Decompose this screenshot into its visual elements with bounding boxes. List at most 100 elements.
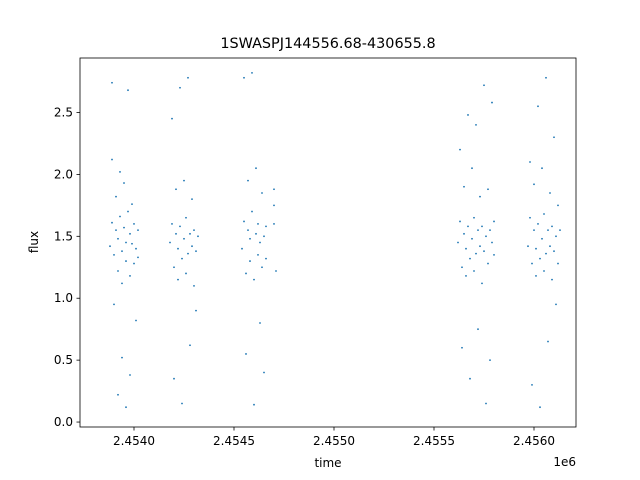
data-point: [179, 86, 181, 89]
data-point: [175, 232, 177, 235]
data-point: [553, 250, 555, 253]
data-point: [265, 225, 267, 228]
data-point: [489, 229, 491, 232]
data-point: [527, 245, 529, 248]
plot-area-frame: [79, 57, 577, 428]
data-point: [557, 204, 559, 207]
data-point: [111, 221, 113, 224]
data-point: [113, 303, 115, 306]
x-axis-ticks: 2.4540 2.4545 2.4550 2.4555 2.4560: [113, 427, 555, 448]
data-point: [557, 262, 559, 265]
data-point: [191, 245, 193, 248]
data-point: [193, 229, 195, 232]
y-tick-label: 1.0: [54, 291, 73, 305]
data-point: [187, 76, 189, 79]
data-point: [197, 235, 199, 238]
data-point: [485, 402, 487, 405]
data-point: [135, 319, 137, 322]
data-point: [249, 260, 251, 262]
data-point: [125, 260, 127, 262]
data-point: [187, 252, 189, 255]
data-point: [169, 241, 171, 244]
data-point: [253, 403, 255, 406]
data-point: [189, 344, 191, 347]
y-tick-label: 2.5: [54, 105, 73, 119]
chart-title: 1SWASPJ144556.68-430655.8: [220, 36, 435, 52]
data-point: [245, 272, 247, 275]
data-point: [191, 198, 193, 201]
data-point: [461, 346, 463, 349]
data-point: [257, 253, 259, 256]
y-tick-label: 0.5: [54, 353, 73, 367]
data-point: [119, 171, 121, 173]
data-point: [251, 71, 253, 74]
data-point: [463, 185, 465, 188]
data-point: [491, 241, 493, 244]
data-point: [111, 81, 113, 84]
data-point: [551, 278, 553, 281]
data-point: [183, 237, 185, 240]
data-point: [493, 220, 495, 223]
data-point: [485, 235, 487, 238]
y-tick-label: 0.0: [54, 415, 73, 429]
data-point: [171, 223, 173, 225]
data-point: [547, 229, 549, 232]
x-axis-offset-label: 1e6: [553, 455, 576, 469]
data-point: [115, 229, 117, 232]
data-point: [477, 328, 479, 331]
data-point: [177, 247, 179, 250]
data-point: [479, 245, 481, 248]
data-points: [109, 71, 561, 409]
data-point: [117, 393, 119, 396]
data-point: [553, 136, 555, 139]
data-point: [545, 252, 547, 255]
data-point: [125, 406, 127, 409]
data-point: [117, 237, 119, 240]
data-point: [463, 232, 465, 235]
data-point: [465, 275, 467, 277]
data-point: [115, 195, 117, 198]
data-point: [535, 275, 537, 277]
data-point: [193, 284, 195, 287]
data-point: [533, 183, 535, 186]
data-point: [467, 225, 469, 228]
data-point: [177, 278, 179, 281]
data-point: [195, 309, 197, 312]
data-point: [181, 402, 183, 405]
data-point: [531, 384, 533, 386]
data-point: [273, 188, 275, 191]
x-axis-label: time: [314, 456, 341, 470]
data-point: [119, 215, 121, 218]
data-point: [469, 377, 471, 380]
data-point: [189, 232, 191, 235]
data-point: [547, 340, 549, 343]
data-point: [261, 266, 263, 269]
data-point: [181, 257, 183, 260]
data-point: [251, 210, 253, 213]
data-point: [487, 262, 489, 265]
x-tick-label: 2.4550: [313, 434, 355, 448]
data-point: [121, 250, 123, 253]
y-tick-label: 1.5: [54, 229, 73, 243]
data-point: [543, 270, 545, 272]
data-point: [173, 377, 175, 380]
data-point: [273, 204, 275, 207]
data-point: [543, 213, 545, 215]
data-point: [537, 223, 539, 225]
data-point: [243, 76, 245, 79]
data-point: [541, 237, 543, 240]
data-point: [261, 192, 263, 194]
data-point: [257, 223, 259, 225]
x-tick-label: 2.4560: [513, 434, 555, 448]
x-tick-label: 2.4540: [113, 434, 155, 448]
data-point: [123, 182, 125, 184]
data-point: [109, 245, 111, 248]
data-point: [113, 253, 115, 256]
data-point: [123, 226, 125, 229]
data-point: [131, 203, 133, 206]
data-point: [471, 167, 473, 170]
data-point: [255, 232, 257, 235]
data-point: [457, 241, 459, 244]
data-point: [473, 216, 475, 219]
